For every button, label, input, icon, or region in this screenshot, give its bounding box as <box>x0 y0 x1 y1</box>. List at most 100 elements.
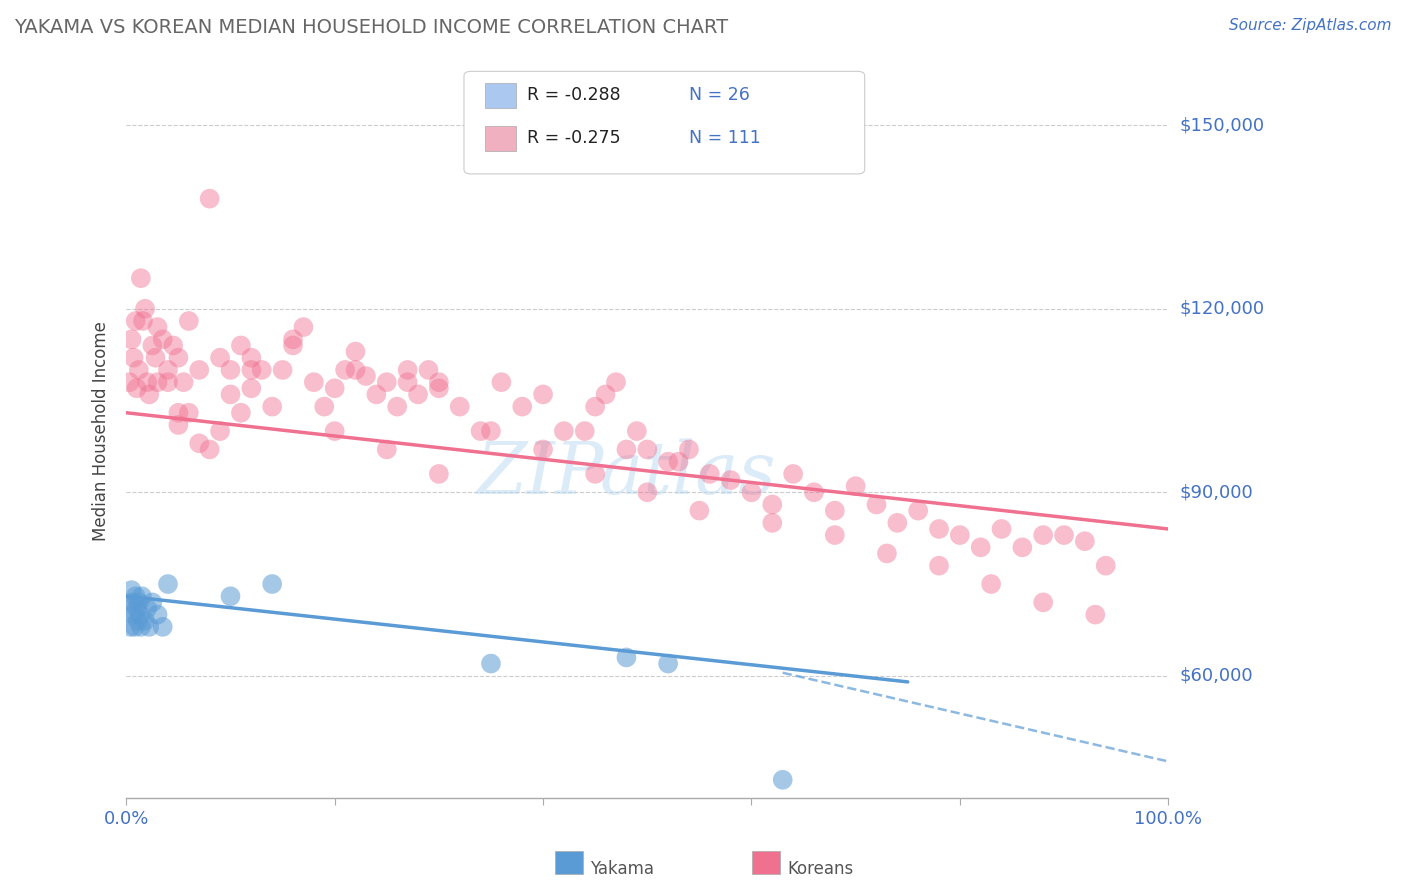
Point <box>125 381 148 395</box>
Point <box>354 369 377 384</box>
Point <box>761 516 783 530</box>
Point <box>678 442 700 457</box>
Point <box>980 577 1002 591</box>
Point <box>865 498 887 512</box>
Point <box>146 375 169 389</box>
Point <box>1053 528 1076 542</box>
Point <box>219 387 242 401</box>
Point <box>314 400 336 414</box>
Point <box>761 498 783 512</box>
Point <box>156 363 179 377</box>
Point <box>605 375 627 389</box>
Point <box>824 528 846 542</box>
Point <box>928 522 950 536</box>
Point <box>949 528 972 542</box>
Point <box>198 192 221 206</box>
Point <box>907 503 929 517</box>
Point <box>240 351 263 365</box>
Point <box>553 424 575 438</box>
Point <box>122 607 145 622</box>
Point <box>120 620 142 634</box>
Point <box>121 583 143 598</box>
Point <box>574 424 596 438</box>
Point <box>118 601 141 615</box>
Point <box>470 424 492 438</box>
Point <box>969 541 991 555</box>
Point <box>128 607 150 622</box>
Point <box>136 375 159 389</box>
Point <box>449 400 471 414</box>
Point <box>1032 528 1054 542</box>
Point <box>134 301 156 316</box>
Point <box>156 577 179 591</box>
Point <box>250 363 273 377</box>
Point <box>668 455 690 469</box>
Text: N = 111: N = 111 <box>689 129 761 147</box>
Point <box>396 375 419 389</box>
Text: R = -0.275: R = -0.275 <box>527 129 621 147</box>
Text: $150,000: $150,000 <box>1180 116 1264 134</box>
Point <box>141 338 163 352</box>
Point <box>292 320 315 334</box>
Point <box>188 436 211 450</box>
Point <box>152 620 174 634</box>
Point <box>595 387 617 401</box>
Point <box>531 442 554 457</box>
Point <box>333 363 356 377</box>
Point <box>128 595 150 609</box>
Point <box>886 516 908 530</box>
Point <box>125 601 148 615</box>
Point <box>479 657 502 671</box>
Point <box>740 485 762 500</box>
Point <box>375 375 398 389</box>
Point <box>396 363 419 377</box>
Point <box>209 351 232 365</box>
Point <box>167 351 190 365</box>
Point <box>583 400 606 414</box>
Point <box>219 363 242 377</box>
Point <box>156 375 179 389</box>
Point <box>803 485 825 500</box>
Y-axis label: Median Household Income: Median Household Income <box>93 321 110 541</box>
Point <box>626 424 648 438</box>
Point <box>219 589 242 603</box>
Point <box>636 442 658 457</box>
Point <box>479 424 502 438</box>
Point <box>323 424 346 438</box>
Text: ZIPatlas: ZIPatlas <box>477 439 776 509</box>
Point <box>427 467 450 481</box>
Text: $120,000: $120,000 <box>1180 300 1264 318</box>
Point <box>162 338 184 352</box>
Point <box>129 271 152 285</box>
Point <box>281 332 304 346</box>
Point <box>418 363 440 377</box>
Point <box>323 381 346 395</box>
Point <box>138 387 160 401</box>
Point <box>636 485 658 500</box>
Point <box>1011 541 1033 555</box>
Text: N = 26: N = 26 <box>689 87 749 104</box>
Point <box>152 332 174 346</box>
Point <box>121 595 143 609</box>
Point <box>167 417 190 432</box>
Point <box>406 387 429 401</box>
Point <box>281 338 304 352</box>
Point <box>928 558 950 573</box>
Point <box>121 332 143 346</box>
Point <box>177 314 200 328</box>
Point <box>136 601 159 615</box>
Point <box>699 467 721 481</box>
Text: Koreans: Koreans <box>787 860 853 878</box>
Point <box>375 442 398 457</box>
Point <box>125 589 148 603</box>
Point <box>141 595 163 609</box>
Point <box>198 442 221 457</box>
Point <box>302 375 325 389</box>
Point <box>782 467 804 481</box>
Point <box>134 614 156 628</box>
Point <box>845 479 868 493</box>
Point <box>125 314 148 328</box>
Point <box>129 620 152 634</box>
Point <box>131 589 153 603</box>
Point <box>262 400 284 414</box>
